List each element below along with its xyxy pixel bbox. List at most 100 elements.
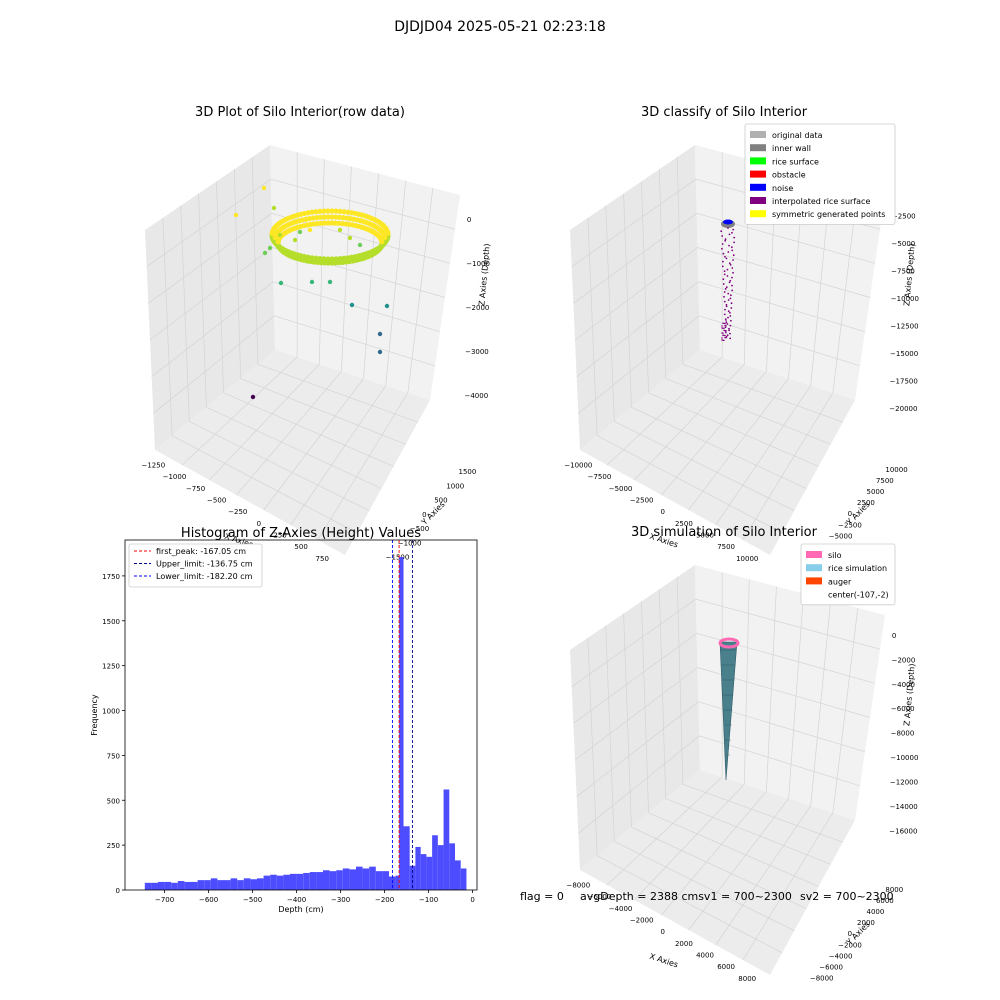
- grid-line: [149, 247, 273, 341]
- histogram-bar: [460, 868, 467, 890]
- y-tick-label: 1500: [102, 618, 120, 626]
- axes-frame: [124, 539, 478, 891]
- data-point: [724, 334, 726, 337]
- grid-line: [606, 776, 723, 886]
- grid-line: [641, 181, 649, 393]
- x-tick-label: −300: [331, 896, 350, 904]
- grid-line: [688, 798, 789, 931]
- histogram-bar: [369, 866, 376, 890]
- data-point: [727, 310, 730, 313]
- grid-line: [682, 783, 843, 843]
- data-point: [729, 337, 732, 340]
- z-tick-label: −3000: [465, 348, 489, 356]
- data-point: [292, 237, 298, 243]
- grid-line: [715, 805, 812, 946]
- data-point: [725, 303, 728, 306]
- grid-line: [596, 855, 783, 954]
- plot-3d-simulation: 3D simulation of Silo Interior −8000 −6000…: [566, 525, 918, 983]
- grid-line: [676, 157, 684, 365]
- data-point: [721, 243, 724, 245]
- grid-line: [573, 633, 697, 724]
- data-point: [725, 337, 727, 339]
- data-point: [337, 227, 343, 233]
- data-point: [297, 229, 303, 235]
- histogram-bar: [243, 878, 251, 890]
- x-tick-label: 0: [661, 508, 665, 516]
- pane-left: [145, 145, 275, 450]
- data-point: [384, 303, 390, 309]
- data-point: [727, 227, 729, 229]
- data-point: [349, 302, 355, 308]
- x-tick-label: −7500: [588, 473, 612, 481]
- legend-item: interpolated rice surface: [772, 197, 870, 206]
- histogram-bar: [151, 882, 158, 890]
- x-tick-label: −10000: [564, 462, 592, 470]
- data-point: [721, 265, 724, 268]
- grid-line: [766, 586, 777, 792]
- histogram-bar: [356, 866, 363, 890]
- data-point: [727, 316, 729, 319]
- data-point: [725, 320, 727, 322]
- z-tick-label: −5000: [892, 240, 916, 248]
- data-point: [728, 329, 731, 332]
- legend-item: auger: [828, 577, 852, 586]
- grid-line: [665, 378, 831, 445]
- data-point: [730, 246, 733, 249]
- x-axis-label: Depth (cm): [278, 905, 323, 914]
- data-point: [725, 332, 727, 334]
- z-tick-label: −2000: [892, 656, 916, 664]
- y-tick-label: 2500: [857, 499, 875, 507]
- pane-left: [570, 565, 700, 870]
- x-tick-label: −1250: [141, 462, 165, 470]
- x-tick-label: 4000: [696, 952, 714, 960]
- histogram-bar: [389, 876, 396, 890]
- plot-title: 3D classify of Silo Interior: [641, 105, 808, 120]
- data-point: [726, 334, 729, 337]
- data-point: [722, 278, 725, 281]
- grid-line: [641, 601, 649, 813]
- data-point: [724, 238, 727, 241]
- grid-line: [189, 421, 370, 512]
- y-tick-label: 0: [422, 511, 426, 519]
- data-point: [724, 255, 726, 258]
- histogram-bar: [276, 875, 284, 890]
- histogram-bar: [184, 881, 191, 890]
- z-tick-label: −4000: [464, 392, 488, 400]
- legend-item: symmetric generated points: [772, 210, 885, 219]
- data-point: [721, 325, 723, 327]
- data-point: [722, 283, 725, 285]
- data-point: [313, 209, 319, 215]
- status-avgdepth: avgDepth = 2388 cmsv1 = 700~2300: [580, 890, 792, 903]
- data-point: [377, 349, 383, 355]
- data-point: [277, 232, 283, 238]
- data-point: [329, 220, 335, 226]
- histogram-bar: [455, 860, 461, 890]
- data-point: [305, 210, 311, 216]
- data-point: [730, 319, 732, 322]
- legend-swatch: [750, 157, 766, 165]
- data-point: [385, 230, 391, 236]
- histogram-bar: [382, 871, 389, 890]
- histogram-bar: [309, 872, 317, 890]
- histogram-bar: [158, 881, 165, 890]
- z-tick-label: −12500: [890, 323, 918, 331]
- legend-item: rice surface: [772, 157, 819, 166]
- data-point: [728, 233, 731, 236]
- grid-line: [216, 181, 224, 393]
- legend-item: original data: [772, 131, 823, 140]
- data-point: [726, 268, 729, 271]
- data-point: [731, 276, 733, 279]
- data-point: [723, 300, 726, 303]
- y-tick-label: 4000: [867, 908, 885, 916]
- grid-line: [180, 205, 190, 422]
- data-point: [732, 228, 735, 231]
- data-point: [341, 255, 347, 261]
- data-point: [732, 271, 734, 274]
- histogram-bar: [443, 789, 450, 890]
- x-tick-label: 10000: [736, 555, 758, 563]
- histogram-bar: [342, 868, 350, 890]
- z-tick-label: −2500: [892, 213, 916, 221]
- histogram-bar: [296, 873, 304, 890]
- x-tick-label: 250: [273, 532, 286, 540]
- y-tick-label: −4000: [829, 952, 853, 960]
